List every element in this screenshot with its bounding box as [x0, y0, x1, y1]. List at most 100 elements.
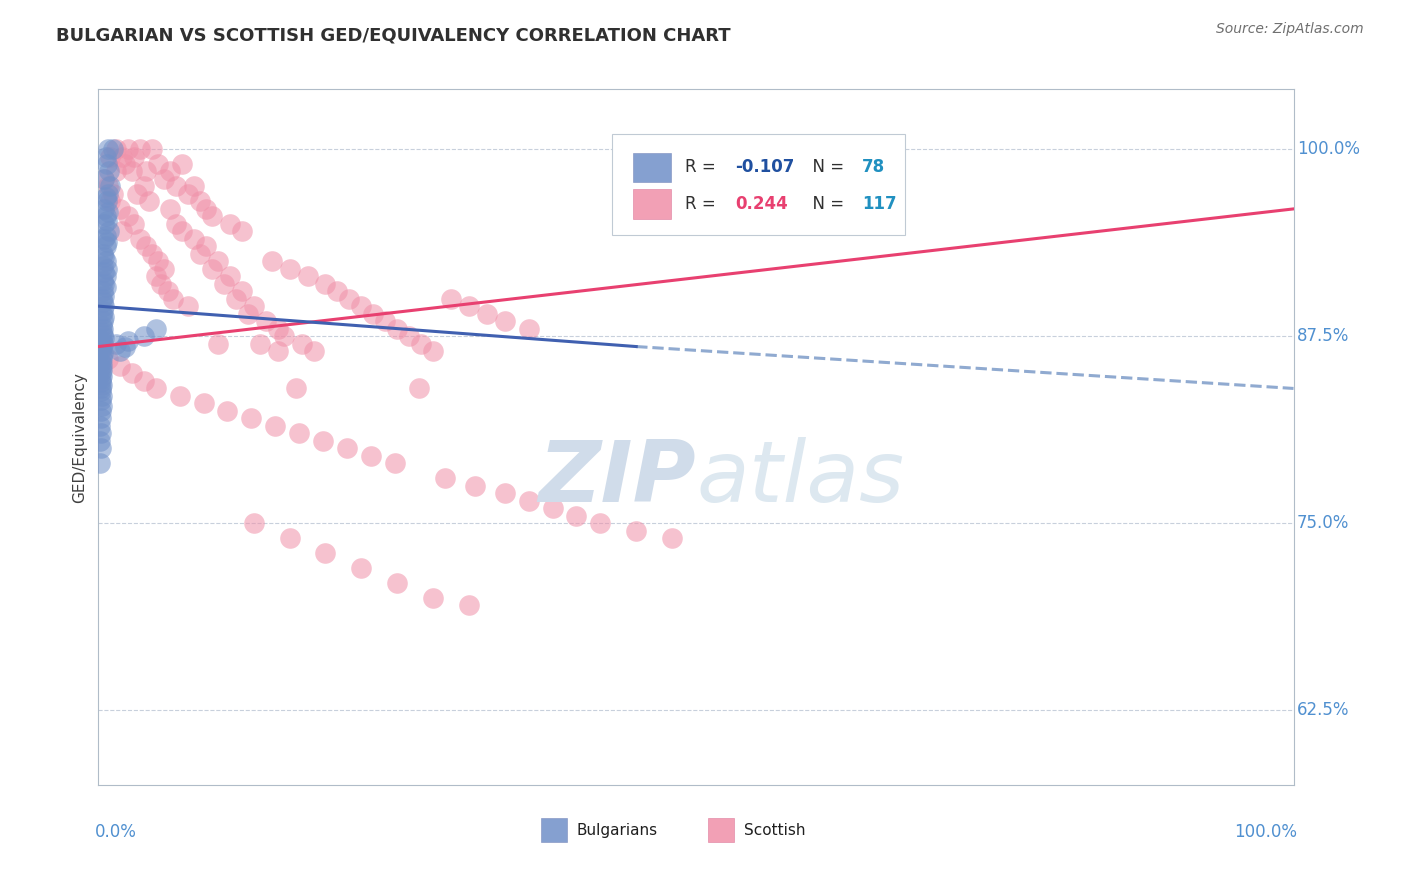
Point	[91, 369, 114, 384]
FancyBboxPatch shape	[709, 818, 734, 842]
Point	[464, 479, 486, 493]
Point	[193, 396, 215, 410]
Point	[494, 314, 516, 328]
Point	[219, 217, 242, 231]
Text: R =: R =	[685, 195, 721, 213]
Point	[278, 261, 301, 276]
Point	[97, 142, 120, 156]
Point	[162, 292, 184, 306]
Point	[236, 307, 259, 321]
Text: 100.0%: 100.0%	[1298, 140, 1360, 158]
Point	[91, 307, 114, 321]
Point	[217, 404, 239, 418]
Point	[249, 336, 271, 351]
Point	[207, 336, 229, 351]
Point	[291, 336, 314, 351]
Point	[231, 224, 253, 238]
Point	[565, 508, 588, 523]
Point	[125, 186, 148, 201]
Point	[91, 336, 114, 351]
Point	[91, 314, 114, 328]
Point	[132, 179, 155, 194]
Point	[94, 190, 117, 204]
Point	[165, 179, 187, 194]
Point	[124, 149, 146, 163]
Point	[243, 299, 266, 313]
Point	[93, 310, 115, 324]
Point	[96, 157, 118, 171]
Point	[267, 344, 290, 359]
Point	[177, 299, 200, 313]
Point	[105, 336, 128, 351]
Point	[153, 172, 176, 186]
Point	[90, 343, 112, 357]
Point	[315, 546, 337, 560]
Point	[90, 411, 112, 425]
Point	[201, 210, 224, 224]
Point	[91, 294, 114, 309]
Point	[124, 217, 146, 231]
Point	[96, 194, 118, 209]
Point	[138, 194, 160, 209]
Point	[231, 284, 253, 298]
Point	[94, 254, 117, 268]
Point	[315, 277, 337, 291]
FancyBboxPatch shape	[541, 818, 567, 842]
Text: 0.244: 0.244	[735, 195, 789, 213]
Point	[108, 202, 131, 216]
Point	[94, 210, 117, 224]
Point	[93, 265, 115, 279]
Point	[91, 349, 114, 363]
Point	[98, 149, 122, 163]
Point	[312, 434, 335, 448]
Point	[494, 486, 516, 500]
Point	[94, 279, 117, 293]
Point	[284, 381, 307, 395]
Point	[93, 288, 115, 302]
Text: N =: N =	[803, 195, 849, 213]
Point	[626, 524, 648, 538]
Point	[541, 501, 564, 516]
Point	[91, 274, 114, 288]
Point	[374, 314, 396, 328]
Point	[98, 179, 122, 194]
Point	[145, 269, 167, 284]
Point	[188, 194, 211, 209]
Point	[90, 360, 112, 375]
Point	[422, 591, 444, 605]
Point	[212, 277, 235, 291]
Text: 78: 78	[862, 158, 886, 176]
Point	[297, 269, 319, 284]
Point	[225, 292, 247, 306]
Point	[91, 259, 114, 273]
Point	[149, 277, 172, 291]
Text: 117: 117	[862, 195, 897, 213]
Point	[91, 334, 114, 348]
Point	[97, 351, 120, 366]
Point	[141, 142, 163, 156]
Point	[97, 186, 120, 201]
Text: Scottish: Scottish	[744, 822, 806, 838]
Point	[363, 307, 385, 321]
Text: R =: R =	[685, 158, 721, 176]
Point	[422, 344, 444, 359]
Point	[89, 456, 111, 470]
Point	[91, 318, 114, 333]
Point	[90, 393, 112, 408]
Point	[93, 277, 115, 291]
Point	[385, 576, 409, 591]
Point	[93, 330, 115, 344]
Point	[98, 224, 121, 238]
Text: atlas: atlas	[696, 437, 904, 520]
Point	[93, 299, 115, 313]
Point	[91, 358, 114, 372]
Text: 75.0%: 75.0%	[1298, 514, 1350, 533]
Point	[195, 239, 218, 253]
Point	[475, 307, 498, 321]
Point	[159, 202, 181, 216]
Point	[326, 284, 349, 298]
Point	[117, 142, 139, 156]
Point	[254, 314, 277, 328]
Point	[91, 400, 114, 414]
Point	[96, 214, 118, 228]
